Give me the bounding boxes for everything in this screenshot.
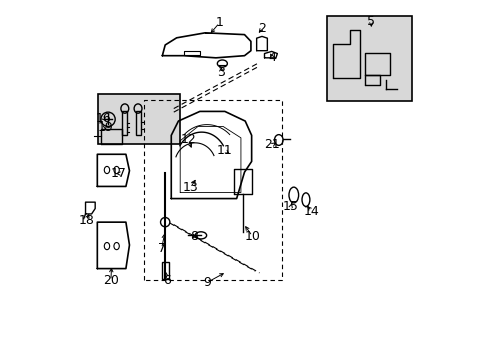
Text: 2: 2 [258,22,266,35]
Text: 20: 20 [103,274,119,287]
Text: 4: 4 [268,51,276,64]
Text: 21: 21 [264,139,280,152]
Text: 7: 7 [157,242,165,255]
Text: 10: 10 [244,230,260,243]
FancyBboxPatch shape [326,16,411,102]
Bar [122,111,127,135]
Bar [135,111,140,135]
Bar [162,262,168,279]
Text: 16: 16 [96,112,111,125]
Text: 11: 11 [217,144,232,157]
Text: 6: 6 [163,274,170,287]
Text: 8: 8 [189,230,197,243]
Text: 18: 18 [79,213,94,226]
Text: 13: 13 [182,181,198,194]
FancyBboxPatch shape [98,94,180,144]
Text: 9: 9 [203,276,210,289]
Text: 15: 15 [283,200,298,213]
Text: 12: 12 [180,134,196,147]
Text: 17: 17 [111,167,126,180]
Text: 3: 3 [217,66,225,79]
Text: 5: 5 [366,14,375,27]
Text: 1: 1 [215,16,223,29]
Text: 14: 14 [303,204,319,217]
Text: 19: 19 [97,121,113,134]
